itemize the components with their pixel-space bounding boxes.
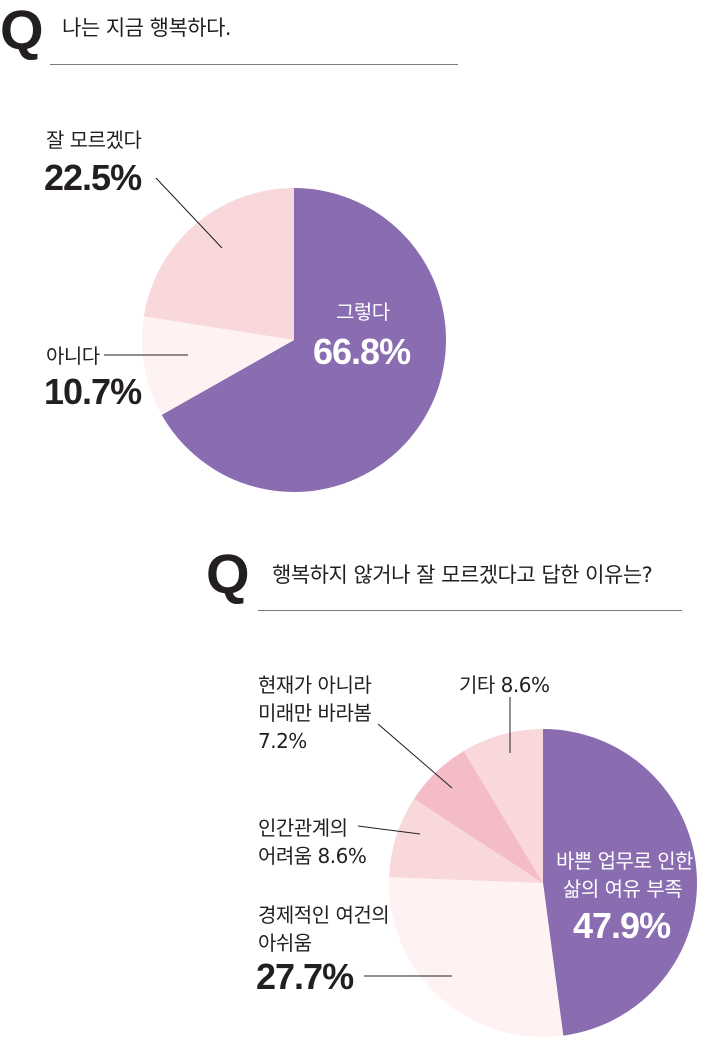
pie1-value-no: 10.7% <box>44 371 142 412</box>
pie2-value-busy: 47.9% <box>573 905 671 946</box>
pie2-label-relation-line2: 어려움 8.6% <box>258 844 367 868</box>
pie1-slice-no <box>142 316 294 415</box>
pie2-label-busy-line2: 삶의 여유 부족 <box>563 877 683 901</box>
pie2-value-economy: 27.7% <box>256 956 354 997</box>
q-mark-2: Q <box>206 542 250 605</box>
pie2-slice-future <box>414 750 543 883</box>
q-mark-1: Q <box>0 0 44 61</box>
pie2-label-economy-line1: 경제적인 여건의 <box>258 903 390 927</box>
pie2-slice-economy <box>389 877 564 1037</box>
chart-2-title: 행복하지 않거나 잘 모르겠다고 답한 이유는? <box>272 563 653 587</box>
pie2-label-relation-line1: 인간관계의 <box>258 816 348 840</box>
pie1-value-dontknow: 22.5% <box>44 157 142 198</box>
pie2-label-economy-line2: 아쉬움 <box>258 931 312 955</box>
pie2-slice-busy <box>543 729 698 1036</box>
pie1-leader-dontknow <box>155 177 223 249</box>
chart-1-title: 나는 지금 행복하다. <box>62 16 232 40</box>
chart-1-rule <box>50 64 458 65</box>
pie2-slice-relation <box>389 798 543 883</box>
pie2-label-busy-line1: 바쁜 업무로 인한 <box>556 849 694 873</box>
pie1-slice-dontknow <box>143 188 294 340</box>
pie1-label-yes: 그렇다 <box>336 300 390 324</box>
pie2-label-other: 기타 8.6% <box>459 673 550 697</box>
pie1-label-no: 아니다 <box>46 344 100 368</box>
pie2-label-future-line1: 현재가 아니라 <box>258 673 372 697</box>
pie1-value-yes: 66.8% <box>313 331 411 372</box>
pie1-slice-yes <box>161 188 447 492</box>
pie2-leader-future <box>377 723 453 789</box>
pie2-leader-relation <box>357 825 421 835</box>
chart-2-rule <box>258 610 682 611</box>
pie2-label-future-line3: 7.2% <box>258 729 307 753</box>
pie2-label-future-line2: 미래만 바라봄 <box>258 701 372 725</box>
pie2-slice-other <box>463 729 543 883</box>
pie1-label-dontknow: 잘 모르겠다 <box>46 128 142 152</box>
